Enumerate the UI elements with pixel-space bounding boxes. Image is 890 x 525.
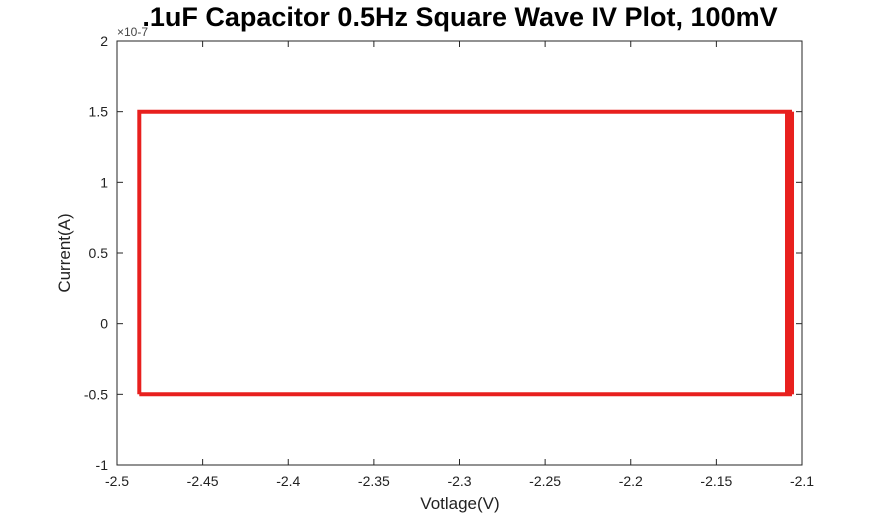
y-tick-label: 0.5	[89, 245, 109, 261]
x-tick-label: -2.45	[187, 473, 219, 489]
series-edge-trace	[785, 111, 795, 395]
x-tick-label: -2.15	[700, 473, 732, 489]
series-layer	[137, 109, 795, 397]
y-tick-label: -0.5	[84, 386, 108, 402]
y-axis-label: Current(A)	[55, 213, 74, 292]
x-tick-label: -2.5	[105, 473, 129, 489]
x-axis-ticks: -2.5 -2.45 -2.4 -2.35 -2.3 -2.25 -2.2 -2.15 -2.1	[105, 41, 814, 489]
x-tick-label: -2.4	[276, 473, 300, 489]
x-tick-label: -2.1	[790, 473, 814, 489]
chart-title: .1uF Capacitor 0.5Hz Square Wave IV Plot…	[142, 2, 777, 32]
x-tick-label: -2.2	[619, 473, 643, 489]
y-tick-label: 0	[100, 316, 108, 332]
y-tick-label: -1	[96, 457, 109, 473]
y-tick-label: 1	[100, 174, 108, 190]
x-tick-label: -2.35	[358, 473, 390, 489]
y-axis-ticks: -1 -0.5 0 0.5 1 1.5 2	[84, 33, 802, 473]
x-tick-label: -2.3	[447, 473, 471, 489]
y-axis-exponent-label: ×10-7	[117, 25, 148, 39]
plot-area-frame	[116, 40, 803, 466]
y-tick-label: 1.5	[89, 104, 109, 120]
x-axis-label: Votlage(V)	[420, 494, 499, 513]
x-tick-label: -2.25	[529, 473, 561, 489]
y-tick-label: 2	[100, 33, 108, 49]
